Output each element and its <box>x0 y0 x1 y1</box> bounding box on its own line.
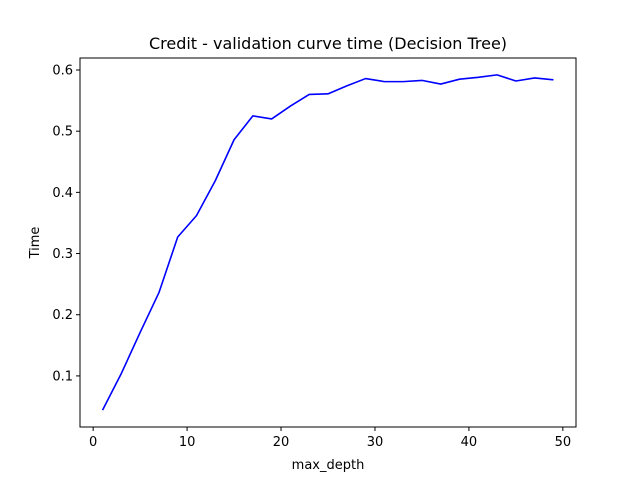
y-tick-label: 0.1 <box>52 369 73 384</box>
series-line <box>101 74 554 411</box>
x-tick-label: 40 <box>461 435 478 450</box>
x-tick-label: 10 <box>179 435 196 450</box>
plot-area-frame <box>79 57 577 428</box>
chart-title: Credit - validation curve time (Decision… <box>149 34 507 53</box>
x-axis: 0 10 20 30 40 50 <box>89 427 571 450</box>
series-layer <box>101 74 554 411</box>
y-tick-label: 0.6 <box>52 63 73 78</box>
y-tick-label: 0.3 <box>52 247 73 262</box>
y-axis: 0.1 0.2 0.3 0.4 0.5 0.6 <box>52 63 80 384</box>
y-axis-label: Time <box>28 227 43 260</box>
x-tick-label: 20 <box>273 435 290 450</box>
y-tick-label: 0.2 <box>52 308 73 323</box>
x-tick-label: 0 <box>89 435 97 450</box>
y-tick-label: 0.5 <box>52 125 73 140</box>
y-tick-label: 0.4 <box>52 186 73 201</box>
x-tick-label: 50 <box>555 435 572 450</box>
x-tick-label: 30 <box>367 435 384 450</box>
x-axis-label: max_depth <box>292 458 365 473</box>
